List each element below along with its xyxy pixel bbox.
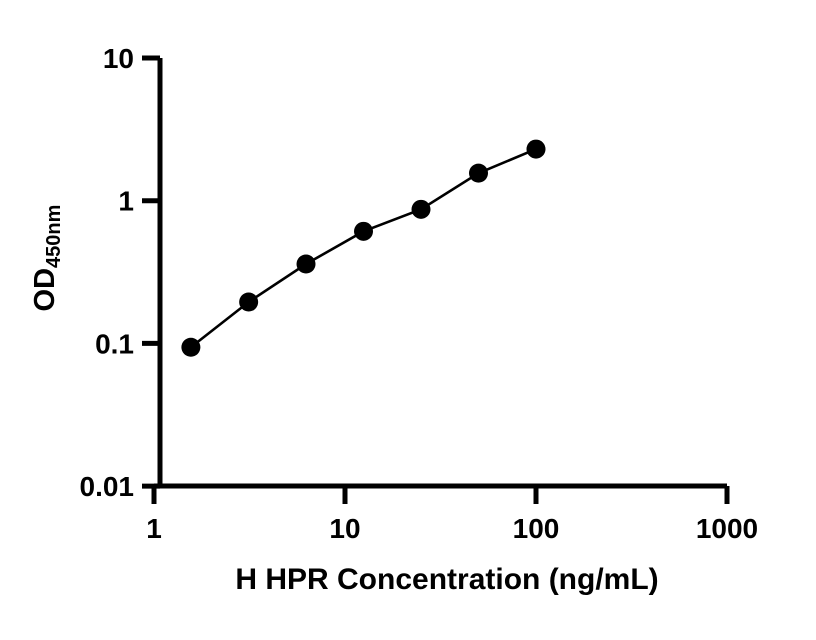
y-axis-title-main: OD <box>29 268 61 312</box>
y-tick-label-0.1: 0.1 <box>95 328 134 359</box>
x-tick-label-100: 100 <box>513 513 560 544</box>
svg-text:OD450nm: OD450nm <box>29 205 65 312</box>
y-axis-ticks <box>142 55 160 489</box>
x-axis-title: H HPR Concentration (ng/mL) <box>235 563 658 596</box>
x-tick-label-1: 1 <box>146 513 162 544</box>
data-point-7 <box>526 139 546 159</box>
data-point-1 <box>181 337 201 357</box>
axes <box>154 58 727 489</box>
y-tick-label-1: 1 <box>118 186 134 217</box>
data-point-3 <box>296 254 316 274</box>
data-point-6 <box>469 163 489 183</box>
x-axis-ticks <box>151 486 730 504</box>
y-axis-title-subscript: 450nm <box>43 205 65 268</box>
x-axis-tick-labels: 1 10 100 1000 <box>146 513 758 544</box>
y-tick-label-0.01: 0.01 <box>80 471 135 502</box>
data-point-2 <box>239 292 259 312</box>
x-tick-label-10: 10 <box>329 513 360 544</box>
series-markers <box>181 139 546 357</box>
data-point-4 <box>354 221 374 241</box>
x-tick-label-1000: 1000 <box>696 513 758 544</box>
y-axis-title: OD450nm <box>29 205 65 312</box>
y-axis-tick-labels: 10 1 0.1 0.01 <box>80 43 135 502</box>
data-point-5 <box>411 199 431 219</box>
y-tick-label-10: 10 <box>103 43 134 74</box>
